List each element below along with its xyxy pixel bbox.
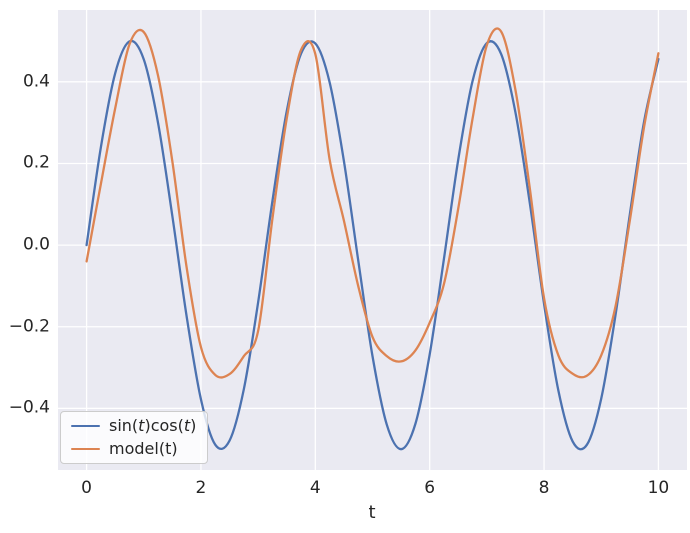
series-layer <box>85 27 660 451</box>
legend: sin(t)cos(t) model(t) <box>60 411 209 464</box>
legend-item-model-t: model(t) <box>71 441 196 457</box>
legend-label-model-t: model(t) <box>109 439 178 458</box>
legend-swatch-model-t <box>71 447 100 451</box>
legend-swatch-sin-t-cos-t <box>71 424 100 428</box>
line-model-t <box>85 27 660 379</box>
x-axis-label: t <box>368 502 376 523</box>
legend-item-sin-t-cos-t: sin(t)cos(t) <box>71 418 196 434</box>
legend-label-sin-t-cos-t: sin(t)cos(t) <box>109 416 197 435</box>
line-sin-t-cos-t <box>85 39 660 451</box>
plot-area <box>58 10 687 470</box>
